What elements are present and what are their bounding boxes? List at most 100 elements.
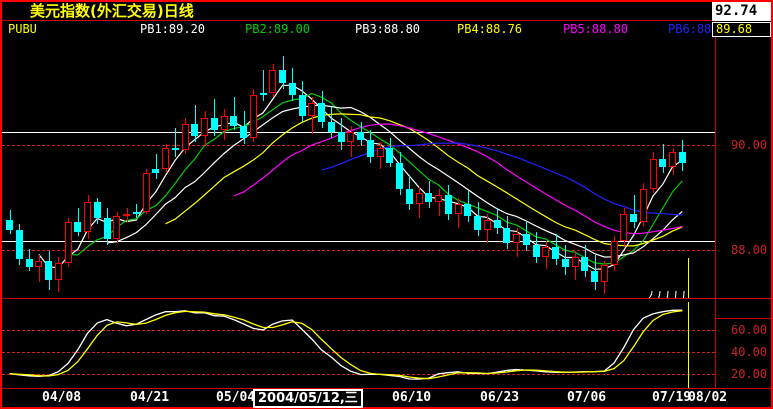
slowkd-lines bbox=[9, 309, 683, 380]
candle-body[interactable] bbox=[630, 213, 637, 223]
candle-body[interactable] bbox=[522, 234, 530, 245]
slowkd-k-line bbox=[9, 309, 683, 380]
candle-body[interactable] bbox=[425, 193, 433, 202]
candle-body[interactable] bbox=[279, 70, 286, 83]
price-scale: 92.74 89.68 90.00 88.00 60.00 40.00 20.0… bbox=[711, 2, 771, 407]
candle-body[interactable] bbox=[327, 121, 335, 132]
candle-body[interactable] bbox=[74, 222, 82, 233]
candle-body[interactable] bbox=[454, 203, 462, 214]
candle-body[interactable] bbox=[366, 140, 374, 157]
cursor-date-box: 2004/05/12,三 bbox=[253, 389, 363, 408]
candle-body[interactable] bbox=[152, 168, 160, 173]
candle-body[interactable] bbox=[591, 271, 598, 282]
candle-body[interactable] bbox=[435, 195, 442, 202]
candle-body[interactable] bbox=[201, 117, 208, 136]
kd-gridline-40 bbox=[2, 352, 715, 353]
legend-pb5[interactable]: PB5:88.80 bbox=[563, 22, 629, 36]
ma-line-pb5 bbox=[233, 123, 683, 235]
candle-body[interactable] bbox=[249, 95, 257, 139]
candle-body[interactable] bbox=[357, 131, 364, 141]
candle-body[interactable] bbox=[581, 256, 589, 272]
price-scale-top-value: 92.74 bbox=[712, 2, 771, 21]
candle-body[interactable] bbox=[610, 240, 618, 266]
candle-body[interactable] bbox=[493, 220, 501, 229]
candle-body[interactable] bbox=[532, 244, 540, 257]
price-scale-divider bbox=[715, 21, 716, 388]
candle-body[interactable] bbox=[142, 172, 150, 212]
candle-body[interactable] bbox=[162, 148, 169, 169]
candle-body[interactable] bbox=[84, 201, 91, 233]
candle-body[interactable] bbox=[669, 152, 676, 167]
candle-body[interactable] bbox=[444, 195, 452, 214]
candle-body[interactable] bbox=[483, 220, 491, 231]
price-label-88: 88.00 bbox=[731, 243, 768, 257]
candle-body[interactable] bbox=[659, 158, 667, 167]
candle-body[interactable] bbox=[123, 213, 130, 216]
candle-body[interactable] bbox=[15, 230, 23, 260]
candle-body[interactable] bbox=[396, 162, 403, 190]
price-chart-panel[interactable] bbox=[2, 38, 715, 298]
candle-body[interactable] bbox=[171, 148, 179, 151]
candle-body[interactable] bbox=[35, 261, 43, 268]
candle-body[interactable] bbox=[552, 246, 559, 260]
candle-body[interactable] bbox=[220, 115, 228, 130]
date-label: 07/19 bbox=[652, 390, 692, 405]
candle-body[interactable] bbox=[561, 259, 569, 268]
candle-body[interactable] bbox=[639, 189, 647, 223]
candle-body[interactable] bbox=[337, 131, 345, 143]
legend-pb2[interactable]: PB2:89.00 bbox=[245, 22, 311, 36]
candle-body[interactable] bbox=[240, 125, 247, 139]
legend-pb3[interactable]: PB3:88.80 bbox=[355, 22, 421, 36]
candle-body[interactable] bbox=[620, 213, 628, 241]
candle-body[interactable] bbox=[347, 131, 355, 143]
candle-body[interactable] bbox=[474, 215, 481, 231]
candle-body[interactable] bbox=[513, 234, 520, 243]
candle-body[interactable] bbox=[318, 103, 325, 122]
candle-wick bbox=[663, 144, 664, 173]
candle-body[interactable] bbox=[45, 261, 52, 280]
panel-separator-top bbox=[2, 298, 771, 299]
candle-body[interactable] bbox=[376, 148, 384, 157]
candle-body[interactable] bbox=[210, 117, 218, 130]
candle-body[interactable] bbox=[571, 256, 579, 268]
panel-separator-bottom bbox=[2, 388, 771, 389]
legend-pb4[interactable]: PB4:88.76 bbox=[457, 22, 523, 36]
candle-body[interactable] bbox=[181, 123, 189, 151]
candle-body[interactable] bbox=[25, 259, 33, 268]
candle-body[interactable] bbox=[308, 103, 316, 116]
candle-body[interactable] bbox=[132, 211, 140, 214]
candle-body[interactable] bbox=[6, 220, 13, 231]
legend-pb1[interactable]: PB1:89.20 bbox=[140, 22, 206, 36]
slowkd-chart-panel[interactable] bbox=[2, 302, 715, 388]
candle-body[interactable] bbox=[93, 201, 101, 219]
candle-body[interactable] bbox=[113, 215, 121, 239]
kd-gridline-60 bbox=[2, 330, 715, 331]
candle-body[interactable] bbox=[649, 158, 657, 190]
candle-wick bbox=[156, 154, 157, 180]
candle-body[interactable] bbox=[103, 218, 111, 239]
candle-body[interactable] bbox=[269, 70, 277, 93]
candle-body[interactable] bbox=[288, 82, 296, 95]
candle-body[interactable] bbox=[54, 263, 62, 280]
date-label: 06/23 bbox=[480, 390, 520, 405]
legend-indicator-name[interactable]: PUBU bbox=[8, 22, 37, 36]
candle-body[interactable] bbox=[542, 246, 550, 257]
candle-body[interactable] bbox=[405, 189, 413, 204]
candle-body[interactable] bbox=[503, 228, 511, 243]
candle-body[interactable] bbox=[600, 265, 608, 282]
candle-body[interactable] bbox=[191, 123, 199, 136]
gridline-88 bbox=[2, 250, 715, 251]
candle-wick bbox=[439, 189, 440, 216]
candle-wick bbox=[78, 207, 79, 237]
candle-body[interactable] bbox=[464, 203, 472, 216]
candle-body[interactable] bbox=[298, 95, 306, 116]
candle-body[interactable] bbox=[386, 148, 394, 163]
candle-body[interactable] bbox=[259, 92, 267, 95]
candle-body[interactable] bbox=[64, 222, 72, 264]
candle-body[interactable] bbox=[678, 152, 686, 164]
candle-body[interactable] bbox=[415, 193, 423, 204]
page-title: 美元指数(外汇交易)日线 bbox=[30, 2, 194, 20]
candle-body[interactable] bbox=[230, 115, 238, 126]
date-axis: 04/08 04/21 05/04 28 06/10 06/23 07/06 0… bbox=[2, 389, 771, 409]
